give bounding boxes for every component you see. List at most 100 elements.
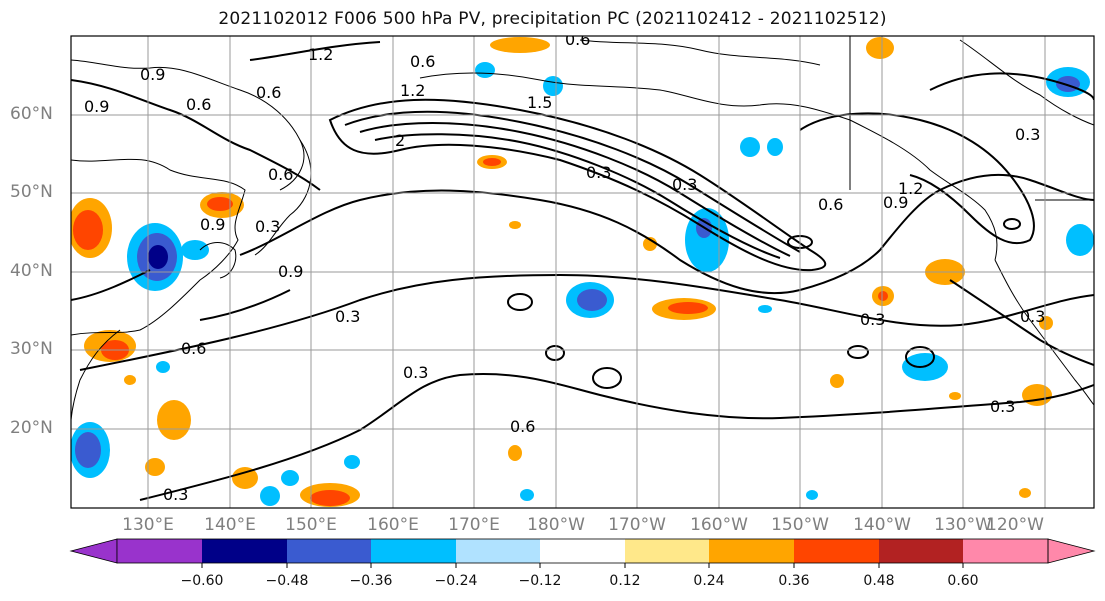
precip-patch bbox=[740, 137, 760, 157]
colorbar-tick-label: −0.60 bbox=[180, 573, 224, 589]
lon-label: 140°E bbox=[204, 515, 256, 535]
colorbar-segment bbox=[794, 539, 879, 563]
lon-label: 170°E bbox=[448, 515, 500, 535]
contour-label: 0.3 bbox=[860, 310, 885, 329]
lon-label: 130°E bbox=[122, 515, 174, 535]
precip-patch bbox=[475, 62, 495, 78]
colorbar bbox=[69, 538, 1096, 568]
colorbar-tick-label: −0.36 bbox=[349, 573, 393, 589]
contour-label: 0.3 bbox=[335, 307, 360, 326]
contour-label: 0.6 bbox=[410, 52, 435, 71]
colorbar-tick-label: −0.24 bbox=[434, 573, 478, 589]
contour-label: 0.9 bbox=[140, 65, 165, 84]
colorbar-tick-label: −0.48 bbox=[265, 573, 309, 589]
colorbar-segment bbox=[709, 539, 794, 563]
lon-label: 160°W bbox=[690, 515, 748, 535]
contour-label: 0.3 bbox=[255, 217, 280, 236]
precip-patch bbox=[181, 240, 209, 260]
precip-patch bbox=[157, 400, 191, 440]
precip-patch bbox=[806, 490, 818, 500]
colorbar-extend-right bbox=[1047, 538, 1096, 564]
coastlines bbox=[71, 36, 1094, 421]
contour-label: 0.6 bbox=[268, 165, 293, 184]
lat-label: 40°N bbox=[10, 261, 53, 281]
precip-patch bbox=[577, 289, 607, 311]
pv-contours bbox=[71, 41, 1094, 501]
precip-patch bbox=[1039, 316, 1053, 330]
precip-patch bbox=[207, 197, 233, 211]
lon-label: 130°W bbox=[934, 515, 992, 535]
contour-label: 0.3 bbox=[672, 175, 697, 194]
colorbar-segment bbox=[879, 539, 963, 563]
contour-label: 0.3 bbox=[403, 363, 428, 382]
contour-label: 0.3 bbox=[1015, 125, 1040, 144]
contour-label: 0.9 bbox=[278, 262, 303, 281]
precip-patch bbox=[866, 37, 894, 59]
colorbar-segment bbox=[287, 539, 371, 563]
colorbar-segment bbox=[117, 539, 202, 563]
precip-patch bbox=[1019, 488, 1031, 498]
precip-patch bbox=[281, 470, 299, 486]
contour-label: 0.6 bbox=[181, 339, 206, 358]
contour-label: 0.3 bbox=[1020, 307, 1045, 326]
lon-label: 150°W bbox=[771, 515, 829, 535]
lat-label: 30°N bbox=[10, 339, 53, 359]
precip-patches bbox=[71, 37, 1094, 507]
precip-patch bbox=[124, 375, 136, 385]
precip-patch bbox=[878, 291, 888, 301]
precip-patch bbox=[344, 455, 360, 469]
lon-label: 160°E bbox=[367, 515, 419, 535]
contour-label: 0.9 bbox=[84, 97, 109, 116]
precip-patch bbox=[758, 305, 772, 313]
contour-label: 1.2 bbox=[898, 179, 923, 198]
contour-label: 0.3 bbox=[990, 397, 1015, 416]
contour-label: 0.3 bbox=[586, 163, 611, 182]
precip-patch bbox=[668, 302, 708, 314]
colorbar-tick-label: 0.60 bbox=[947, 573, 979, 589]
map-frame bbox=[70, 35, 1095, 509]
contour-label: 0.6 bbox=[565, 30, 590, 49]
contour-label: 0.3 bbox=[163, 485, 188, 504]
colorbar-tick-label: 0.24 bbox=[693, 573, 725, 589]
precip-patch bbox=[949, 392, 961, 400]
colorbar-ticks bbox=[201, 563, 964, 568]
colorbar-tick-label: 0.48 bbox=[863, 573, 895, 589]
contour-labels: 1.2 0.6 0.9 0.9 0.6 0.6 1.2 1.5 2 0.6 0.… bbox=[84, 30, 1045, 504]
precip-patch bbox=[1056, 76, 1080, 92]
colorbar-frame bbox=[116, 538, 1049, 564]
precip-patch bbox=[1066, 224, 1094, 256]
lon-label: 170°W bbox=[608, 515, 666, 535]
lat-label: 60°N bbox=[10, 104, 53, 124]
precip-patch bbox=[75, 432, 101, 468]
colorbar-tick-label: −0.12 bbox=[518, 573, 562, 589]
lon-label: 180°W bbox=[527, 515, 585, 535]
colorbar-segment bbox=[540, 539, 625, 563]
precip-patch bbox=[685, 208, 729, 272]
precip-patch bbox=[490, 37, 550, 53]
colorbar-tick-label: 0.36 bbox=[778, 573, 810, 589]
grid-lines bbox=[71, 36, 1094, 508]
colorbar-extend-left bbox=[69, 538, 118, 564]
colorbar-segment bbox=[371, 539, 456, 563]
contour-label: 1.2 bbox=[308, 45, 333, 64]
lat-label: 50°N bbox=[10, 182, 53, 202]
precip-patch bbox=[520, 489, 534, 501]
precip-patch bbox=[156, 361, 170, 373]
precip-patch bbox=[1022, 384, 1052, 406]
contour-label: 1.2 bbox=[400, 81, 425, 100]
contour-label: 0.6 bbox=[256, 83, 281, 102]
precip-patch bbox=[73, 210, 103, 250]
precip-patch bbox=[767, 138, 783, 156]
precip-patch bbox=[148, 245, 168, 269]
precip-patch bbox=[830, 374, 844, 388]
contour-label: 1.5 bbox=[527, 93, 552, 112]
contour-label: 2 bbox=[395, 131, 405, 150]
colorbar-segment bbox=[625, 539, 709, 563]
lon-label: 150°E bbox=[285, 515, 337, 535]
colorbar-segment bbox=[456, 539, 540, 563]
colorbar-segment bbox=[963, 539, 1048, 563]
precip-patch bbox=[508, 445, 522, 461]
contour-label: 0.9 bbox=[883, 193, 908, 212]
precip-patch bbox=[310, 490, 350, 506]
